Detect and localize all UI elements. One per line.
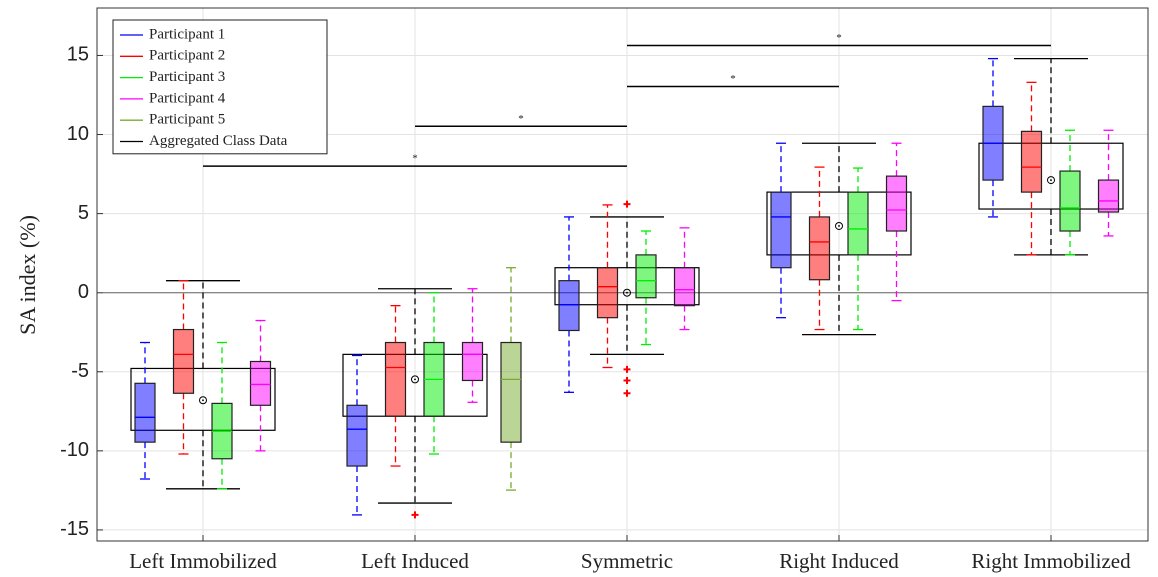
x-tick-label: Right Induced	[779, 549, 899, 573]
significance-label: *	[836, 32, 842, 44]
box	[1097, 179, 1120, 213]
box	[554, 267, 700, 306]
mean	[1047, 176, 1055, 185]
legend-label: Aggregated Class Data	[149, 133, 288, 149]
y-tick-label: 0	[78, 281, 89, 303]
box	[134, 382, 156, 443]
y-tick-label: -5	[71, 360, 89, 382]
box	[558, 280, 580, 332]
outlier	[623, 200, 631, 208]
mean	[411, 375, 419, 384]
y-tick-label: 15	[67, 44, 89, 66]
box	[130, 367, 276, 431]
box	[766, 191, 912, 256]
significance-label: *	[412, 153, 418, 165]
y-tick-label: 10	[67, 123, 89, 145]
box	[978, 142, 1124, 210]
box	[847, 191, 869, 256]
mean-dot	[1050, 179, 1052, 181]
box	[249, 360, 272, 406]
box	[885, 175, 908, 232]
box	[384, 341, 407, 417]
plot-frame	[96, 7, 1149, 542]
legend-label: Participant 4	[149, 90, 226, 106]
mean-dot	[202, 399, 204, 402]
legend-box	[112, 19, 328, 155]
x-tick-label: Symmetric	[581, 549, 673, 573]
y-tick-label: 5	[78, 202, 89, 224]
box	[673, 267, 696, 307]
y-axis-label: SA index (%)	[15, 215, 40, 335]
x-tick-label: Left Induced	[361, 549, 469, 573]
mean-dot	[838, 225, 840, 227]
box	[808, 216, 831, 281]
y-tick-label: -10	[60, 439, 89, 461]
box	[172, 328, 195, 394]
box	[770, 191, 792, 269]
legend-label: Participant 5	[149, 112, 225, 128]
outlier	[623, 389, 631, 397]
outlier	[623, 365, 631, 373]
box	[461, 341, 484, 382]
box	[596, 267, 619, 319]
mean	[199, 396, 207, 405]
box	[1020, 130, 1043, 193]
legend-label: Participant 2	[149, 48, 225, 64]
mean	[623, 288, 631, 297]
box	[635, 254, 657, 299]
y-tick-label: -15	[60, 518, 89, 540]
x-tick-label: Right Immobilized	[971, 549, 1131, 573]
box	[500, 341, 522, 443]
outlier	[623, 376, 631, 384]
box	[346, 404, 368, 467]
x-tick-label: Left Immobilized	[129, 549, 277, 573]
mean-dot	[626, 291, 628, 294]
mean-dot	[414, 378, 416, 381]
box	[342, 353, 488, 417]
outlier	[411, 511, 419, 519]
legend-label: Participant 1	[149, 26, 225, 42]
significance-label: *	[730, 73, 736, 85]
significance-label: *	[518, 113, 524, 125]
legend-label: Participant 3	[149, 69, 225, 85]
mean	[835, 221, 843, 230]
box	[1059, 170, 1081, 232]
